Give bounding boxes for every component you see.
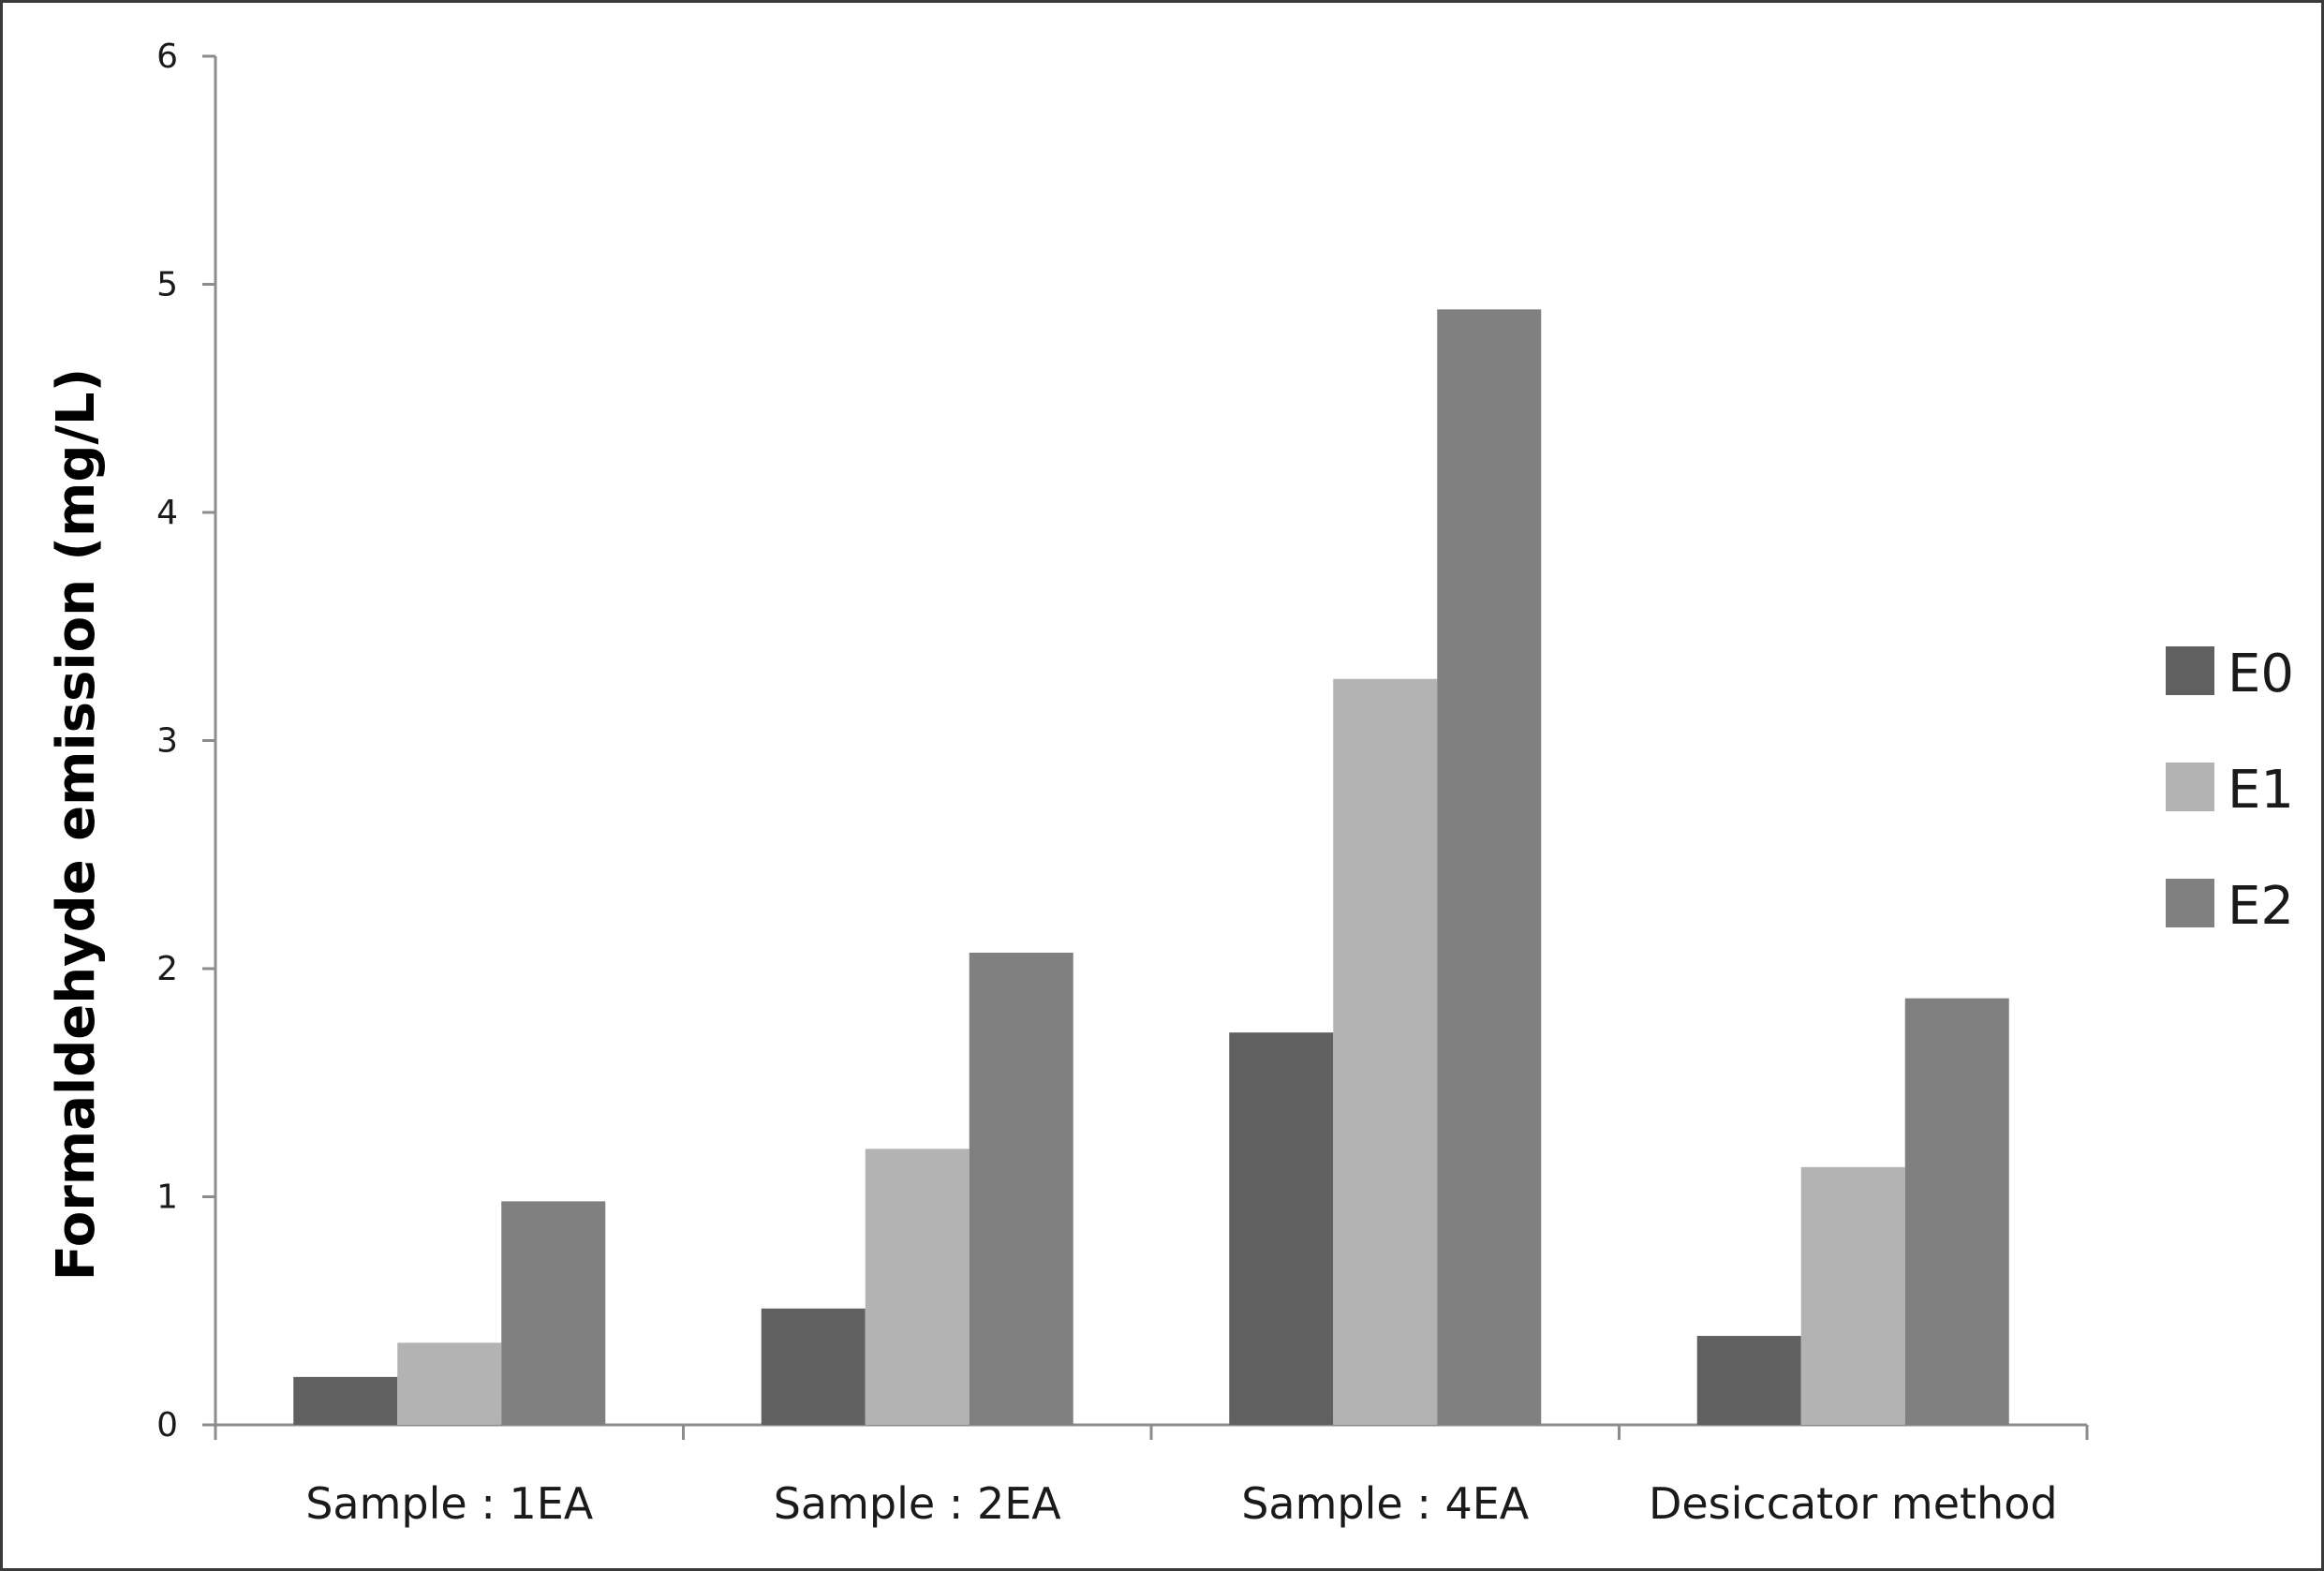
bar-e0-3	[1229, 1032, 1334, 1425]
legend-swatch-e1	[2166, 763, 2214, 811]
y-tick-label: 6	[156, 37, 178, 76]
bar-e0-4	[1696, 1336, 1801, 1425]
y-tick-label: 2	[156, 950, 178, 988]
y-tick-label: 3	[156, 722, 178, 761]
bar-e2-3	[1437, 309, 1542, 1425]
legend-swatch-e0	[2166, 646, 2214, 695]
y-tick-label: 5	[156, 266, 178, 304]
legend-label-e1: E1	[2228, 760, 2294, 821]
legend-label-e2: E2	[2228, 876, 2294, 937]
bar-e2-2	[969, 952, 1073, 1425]
bar-e2-1	[501, 1201, 606, 1425]
y-tick-labels: 0 1 2 3 4 5 6	[156, 37, 178, 1445]
bar-e1-4	[1800, 1166, 1905, 1425]
x-category-label: Desiccator method	[1649, 1478, 2058, 1529]
bar-e1-1	[397, 1342, 502, 1425]
bar-e0-2	[761, 1308, 866, 1425]
bar-e0-1	[293, 1376, 398, 1425]
y-tick-label: 1	[156, 1178, 178, 1217]
y-tick-label: 0	[156, 1406, 178, 1445]
bar-e2-4	[1904, 998, 2009, 1425]
legend-label-e0: E0	[2228, 644, 2294, 704]
legend: E0 E1 E2	[2166, 644, 2294, 937]
bar-e1-2	[865, 1149, 970, 1425]
x-category-labels: Sample : 1EA Sample : 2EA Sample : 4EA Desi…	[305, 1478, 2057, 1529]
bars	[293, 309, 2009, 1425]
y-tick-label: 4	[156, 494, 178, 532]
x-category-label: Sample : 4EA	[1241, 1478, 1530, 1529]
x-category-label: Sample : 2EA	[774, 1478, 1062, 1529]
y-axis-label: Formaldehyde emission (mg/L)	[46, 368, 107, 1281]
legend-swatch-e2	[2166, 879, 2214, 927]
bar-e1-3	[1333, 678, 1438, 1425]
x-category-label: Sample : 1EA	[305, 1478, 594, 1529]
